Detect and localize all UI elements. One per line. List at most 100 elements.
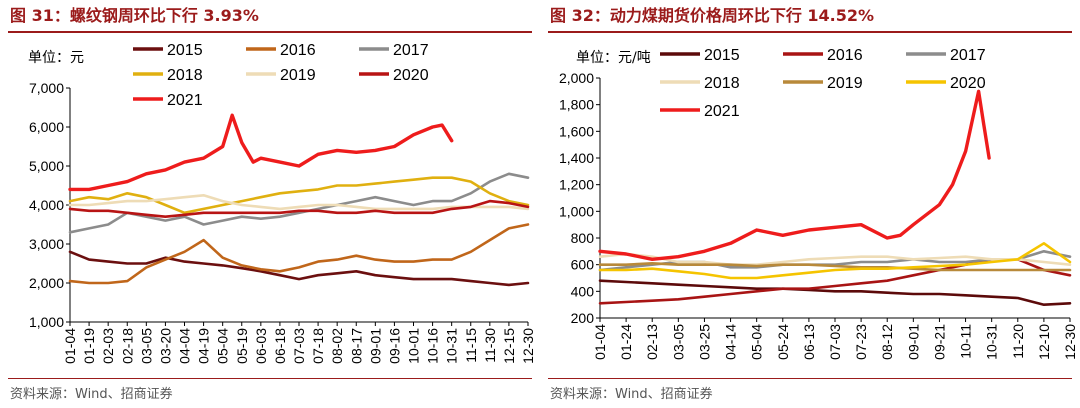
series-line-2015 — [68, 250, 530, 287]
legend-label-2017: 2017 — [950, 47, 986, 64]
y-tick-label: 1,800 — [559, 97, 594, 113]
unit-label: 单位：元 — [28, 50, 84, 66]
x-tick-label: 09-21 — [931, 324, 947, 360]
x-tick-label: 11-15 — [463, 328, 479, 363]
series-line-2021 — [598, 89, 991, 262]
y-tick-label: 7,000 — [29, 80, 64, 96]
x-tick-label: 07-03 — [827, 324, 843, 360]
legend-label-2018: 2018 — [704, 75, 740, 92]
x-tick-label: 10-31 — [984, 324, 1000, 360]
x-tick-label: 04-19 — [196, 328, 212, 364]
x-tick-label: 05-24 — [775, 324, 791, 360]
x-tick-label: 06-18 — [272, 328, 288, 364]
y-tick-label: 2,000 — [559, 70, 594, 86]
x-tick-label: 12-10 — [1036, 324, 1052, 360]
series-line-2020 — [598, 242, 1072, 280]
axes: 1,000 2,000 3,000 4,000 5,000 6,000 7,000 01-04… — [29, 80, 536, 364]
series-line-2019 — [598, 262, 1072, 272]
series-line-2015 — [598, 279, 1072, 307]
source-divider — [548, 378, 1072, 379]
x-tick-label: 12-30 — [520, 328, 536, 364]
plot-area — [68, 113, 530, 287]
x-tick-label: 10-16 — [425, 328, 441, 364]
thermal-coal-futures-chart: 200 400 600 800 1,000 1,200 1,400 1,600 1,800 2,0… — [559, 47, 1078, 360]
x-tick-label: 04-04 — [177, 328, 193, 364]
y-tick-label: 2,000 — [29, 275, 64, 291]
x-tick-label: 07-23 — [853, 324, 869, 360]
rebar-price-chart: 1,000 2,000 3,000 4,000 5,000 6,000 7,000 01-04… — [28, 42, 536, 364]
plot-area — [598, 89, 1072, 307]
legend: 2015 2016 2017 2018 2019 2020 2021 — [660, 47, 986, 120]
x-tick-label: 04-14 — [723, 324, 739, 360]
title-divider — [548, 31, 1072, 33]
legend-label-2021: 2021 — [704, 103, 740, 120]
y-tick-label: 1,200 — [559, 177, 594, 193]
series-line-2021 — [68, 113, 454, 192]
legend-label-2016: 2016 — [280, 42, 316, 59]
axes: 200 400 600 800 1,000 1,200 1,400 1,600 1,800 2,0… — [559, 70, 1078, 360]
y-tick-label: 4,000 — [29, 197, 64, 213]
legend-label-2015: 2015 — [167, 42, 203, 59]
x-tick-label: 03-25 — [696, 324, 712, 360]
y-tick-label: 1,000 — [29, 314, 64, 330]
x-tick-label: 01-04 — [592, 324, 608, 360]
y-tick-label: 1,600 — [559, 123, 594, 139]
legend-label-2019: 2019 — [827, 75, 863, 92]
x-tick-label: 05-04 — [215, 328, 231, 364]
x-tick-label: 08-02 — [329, 328, 345, 364]
y-tick-label: 5,000 — [29, 158, 64, 174]
x-tick-label: 11-20 — [1010, 324, 1026, 359]
legend-label-2020: 2020 — [393, 67, 429, 84]
x-tick-label: 01-04 — [62, 328, 78, 364]
x-tick-label: 10-31 — [444, 328, 460, 364]
x-tick-label: 05-19 — [234, 328, 250, 364]
legend-label-2019: 2019 — [280, 67, 316, 84]
legend-label-2015: 2015 — [704, 47, 740, 64]
legend-label-2017: 2017 — [393, 42, 429, 59]
y-tick-label: 1,000 — [559, 203, 594, 219]
unit-label: 单位：元/吨 — [576, 50, 651, 66]
x-tick-label: 09-16 — [386, 328, 402, 364]
x-tick-label: 01-24 — [618, 324, 634, 360]
x-tick-label: 12-15 — [501, 328, 517, 364]
x-tick-label: 10-01 — [406, 328, 422, 364]
legend-label-2016: 2016 — [827, 47, 863, 64]
y-tick-label: 1,400 — [559, 150, 594, 166]
x-tick-label: 09-01 — [367, 328, 383, 364]
source-divider — [8, 378, 532, 379]
legend-label-2021: 2021 — [167, 92, 203, 109]
x-tick-label: 10-11 — [958, 324, 974, 359]
chart-panel-coal: 图 32：动力煤期货价格周环比下行 14.52% 200 400 600 800 1,0… — [540, 0, 1080, 408]
x-tick-label: 06-03 — [253, 328, 269, 364]
chart-source: 资料来源：Wind、招商证券 — [550, 387, 713, 402]
series-line-2020 — [68, 199, 530, 218]
chart-title: 图 32：动力煤期货价格周环比下行 14.52% — [550, 6, 875, 25]
x-tick-label: 01-19 — [81, 328, 97, 364]
series-line-2016 — [68, 223, 530, 285]
y-tick-label: 200 — [571, 310, 595, 326]
y-tick-label: 600 — [571, 257, 595, 273]
x-tick-label: 08-12 — [879, 324, 895, 360]
x-tick-label: 07-03 — [291, 328, 307, 364]
legend: 2015 2016 2017 2018 2019 2020 2021 — [133, 42, 429, 109]
legend-label-2018: 2018 — [167, 67, 203, 84]
chart-title: 图 31：螺纹钢周环比下行 3.93% — [10, 6, 259, 25]
x-tick-label: 03-20 — [157, 328, 173, 364]
x-tick-label: 12-30 — [1062, 324, 1078, 360]
x-tick-label: 02-18 — [119, 328, 135, 364]
x-tick-label: 02-03 — [100, 328, 116, 364]
title-divider — [8, 31, 532, 33]
legend-label-2020: 2020 — [950, 75, 986, 92]
x-tick-label: 06-13 — [801, 324, 817, 360]
x-tick-label: 03-05 — [138, 328, 154, 364]
series-line-2018 — [68, 176, 530, 215]
x-tick-label: 09-01 — [905, 324, 921, 360]
y-tick-label: 400 — [571, 283, 595, 299]
y-tick-label: 6,000 — [29, 119, 64, 135]
x-tick-label: 03-05 — [670, 324, 686, 360]
x-tick-label: 05-04 — [749, 324, 765, 360]
chart-source: 资料来源：Wind、招商证券 — [10, 387, 173, 402]
chart-panel-rebar: 图 31：螺纹钢周环比下行 3.93% 1,000 2,000 3,000 4,000… — [8, 6, 536, 402]
y-tick-label: 3,000 — [29, 236, 64, 252]
y-tick-label: 800 — [571, 230, 595, 246]
